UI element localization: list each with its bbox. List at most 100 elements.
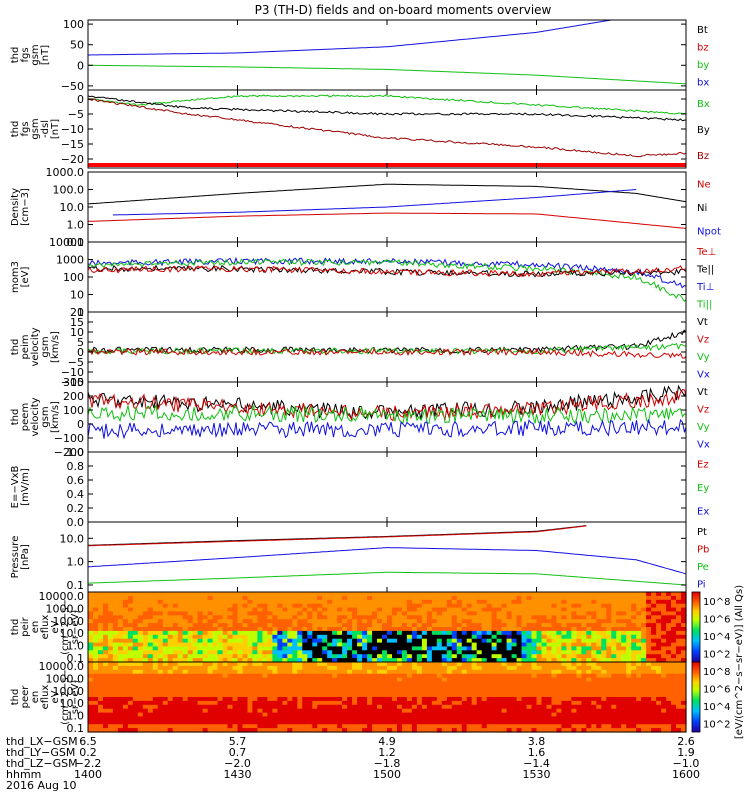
spectrogram-cell: [207, 720, 214, 725]
spectrogram-cell: [501, 662, 508, 667]
x-axis-value: −2.0: [224, 757, 251, 770]
spectrogram-cell: [103, 673, 109, 679]
spectrogram-cell: [651, 669, 657, 675]
spectrogram-cell: [312, 728, 318, 733]
spectrogram-cell: [541, 615, 548, 620]
spectrogram-cell: [596, 681, 602, 686]
spectrogram-cell: [546, 627, 553, 632]
spectrogram-cell: [436, 634, 443, 640]
spectrogram-cell: [556, 724, 562, 729]
spectrogram-cell: [436, 704, 443, 710]
spectrogram-cell: [212, 615, 219, 620]
spectrogram-cell: [431, 689, 438, 694]
spectrogram-cell: [377, 724, 383, 729]
spectrogram-cell: [601, 603, 607, 609]
spectrogram-cell: [212, 658, 219, 663]
spectrogram-cell: [531, 677, 538, 683]
spectrogram-cell: [172, 595, 179, 601]
spectrogram-cell: [242, 615, 249, 620]
spectrogram-cell: [621, 677, 627, 683]
spectrogram-cell: [411, 681, 418, 686]
spectrogram-cell: [152, 724, 159, 729]
spectrogram-cell: [406, 615, 413, 620]
spectrogram-cell: [626, 607, 632, 613]
spectrogram-cell: [387, 685, 393, 690]
spectrogram-cell: [566, 689, 572, 694]
spectrogram-cell: [357, 728, 363, 733]
spectrogram-cell: [446, 650, 453, 655]
spectrogram-cell: [103, 630, 109, 636]
spectrogram-cell: [581, 623, 587, 628]
spectrogram-cell: [152, 615, 159, 620]
spectrogram-cell: [132, 595, 139, 601]
spectrogram-cell: [546, 685, 553, 690]
spectrogram-cell: [406, 638, 413, 644]
spectrogram-cell: [117, 673, 124, 679]
spectrogram-cell: [267, 693, 273, 698]
spectrogram-cell: [167, 611, 174, 616]
spectrogram-cell: [561, 599, 567, 605]
spectrogram-cell: [491, 673, 498, 679]
spectrogram-cell: [551, 623, 558, 628]
spectrogram-cell: [631, 595, 637, 601]
y-axis-label: Density: [10, 188, 21, 226]
spectrogram-cell: [103, 677, 109, 683]
spectrogram-cell: [302, 634, 308, 640]
spectrogram-cell: [93, 708, 99, 714]
spectrogram-cell: [466, 662, 473, 667]
spectrogram-cell: [601, 623, 607, 628]
spectrogram-cell: [471, 677, 478, 683]
spectrogram-cell: [107, 665, 114, 671]
spectrogram-cell: [676, 708, 682, 714]
spectrogram-cell: [317, 693, 323, 698]
spectrogram-cell: [666, 720, 672, 725]
series-line-Bz: [88, 98, 687, 158]
spectrogram-cell: [242, 603, 249, 609]
spectrogram-cell: [446, 693, 453, 698]
y-tick-label: 0.1: [67, 652, 85, 665]
spectrogram-cell: [681, 607, 687, 613]
spectrogram-cell: [362, 685, 368, 690]
spectrogram-cell: [127, 658, 134, 663]
spectrogram-cell: [357, 634, 363, 640]
spectrogram-cell: [277, 689, 283, 694]
spectrogram-cell: [337, 623, 343, 628]
spectrogram-cell: [132, 592, 139, 597]
spectrogram-cell: [172, 669, 179, 675]
spectrogram-cell: [646, 650, 652, 655]
spectrogram-cell: [352, 623, 358, 628]
spectrogram-cell: [98, 689, 104, 694]
spectrogram-cell: [357, 716, 363, 721]
spectrogram-cell: [252, 607, 258, 613]
spectrogram-cell: [98, 592, 104, 597]
spectrogram-cell: [382, 724, 388, 729]
spectrogram-cell: [372, 689, 378, 694]
spectrogram-cell: [277, 611, 283, 616]
spectrogram-cell: [237, 646, 244, 651]
spectrogram-cell: [481, 693, 488, 698]
spectrogram-cell: [242, 619, 249, 624]
spectrogram-cell: [576, 685, 582, 690]
spectrogram-cell: [297, 634, 303, 640]
spectrogram-cell: [347, 599, 353, 605]
spectrogram-cell: [666, 603, 672, 609]
spectrogram-cell: [98, 724, 104, 729]
spectrogram-cell: [227, 716, 234, 721]
spectrogram-cell: [117, 654, 124, 659]
spectrogram-cell: [671, 607, 677, 613]
spectrogram-cell: [192, 681, 199, 686]
spectrogram-cell: [426, 669, 433, 675]
spectrogram-cell: [307, 646, 313, 651]
spectrogram-cell: [411, 623, 418, 628]
spectrogram-cell: [282, 607, 288, 613]
spectrogram-cell: [541, 603, 548, 609]
spectrogram-cell: [342, 646, 348, 651]
spectrogram-cell: [406, 642, 413, 648]
spectrogram-cell: [641, 603, 647, 609]
y-axis-label: mom3: [10, 261, 21, 293]
spectrogram-cell: [551, 638, 558, 644]
spectrogram-cell: [636, 673, 642, 679]
spectrogram-cell: [147, 689, 154, 694]
spectrogram-cell: [217, 697, 224, 702]
spectrogram-cell: [496, 654, 503, 659]
